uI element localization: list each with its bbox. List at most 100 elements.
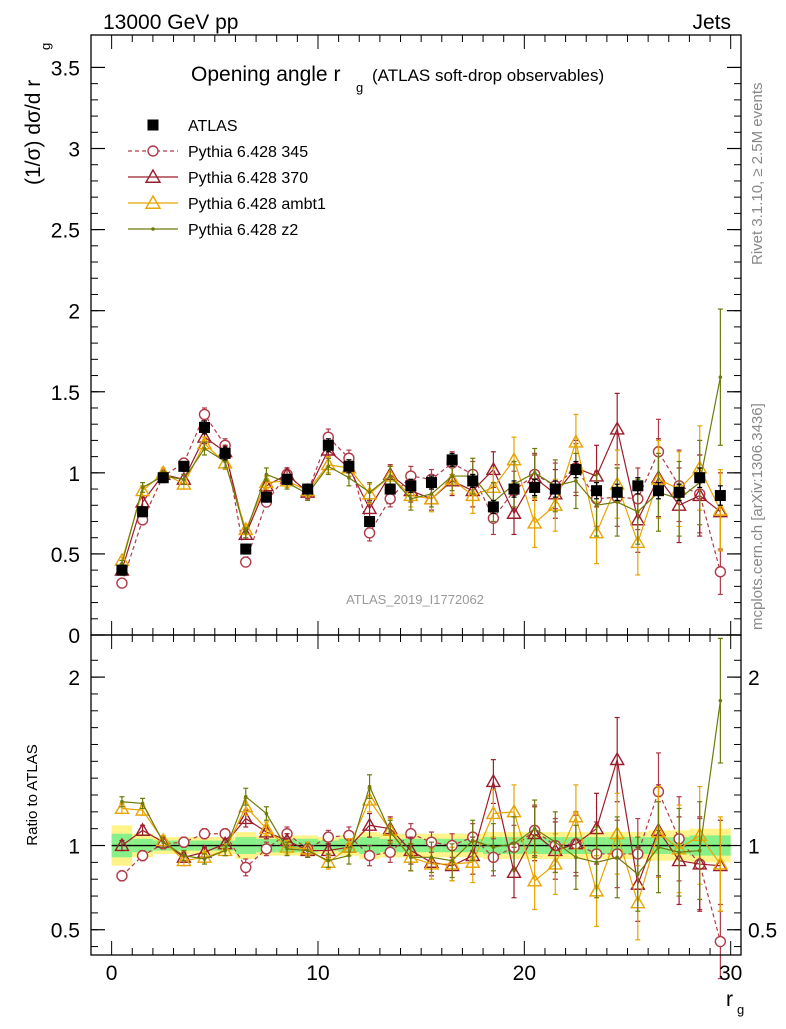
data-point	[591, 485, 603, 497]
ytick-label: 3	[68, 139, 80, 162]
data-point	[529, 481, 541, 493]
ytick-label: 1	[68, 463, 80, 486]
title-main: Opening angle r	[191, 63, 340, 86]
ytick-label: 2	[68, 301, 80, 324]
data-point	[182, 477, 186, 482]
data-point	[506, 505, 522, 519]
legend-item: Pythia 6.428 ambt1	[128, 194, 326, 213]
data-point	[120, 799, 124, 804]
series-line-1	[121, 789, 721, 942]
ytick-label: 1.5	[51, 382, 80, 405]
legend-label: Pythia 6.428 345	[188, 144, 308, 161]
analysis-label: ATLAS_2019_I1772062	[346, 592, 484, 607]
title-tail: (ATLAS soft-drop observables)	[372, 66, 604, 85]
ratio-ticks: 0.5 0.51 12 20 10 20 30	[51, 635, 777, 985]
header-left: 13000 GeV pp	[103, 11, 238, 34]
data-point	[568, 434, 584, 448]
data-point	[506, 864, 522, 879]
data-point	[136, 849, 149, 862]
data-point	[718, 375, 723, 379]
legend-label: ATLAS	[188, 118, 238, 135]
data-point	[425, 477, 437, 489]
series-line-4	[121, 700, 721, 876]
data-point	[347, 853, 351, 858]
legend: ATLAS Pythia 6.428 345 Pythia 6.428 370 Pyt…	[128, 118, 326, 239]
data-point	[361, 817, 378, 831]
data-point	[450, 858, 454, 863]
ytick-label: 2.5	[51, 220, 80, 243]
legend-label: Pythia 6.428 ambt1	[188, 196, 326, 213]
data-point	[176, 852, 192, 867]
data-point	[594, 860, 599, 865]
data-point	[465, 487, 481, 502]
data-point	[609, 421, 625, 435]
series-line-2	[121, 759, 721, 887]
data-point	[485, 805, 502, 820]
data-point	[302, 483, 314, 495]
data-point	[116, 577, 128, 589]
data-point	[260, 491, 272, 503]
data-point	[636, 509, 640, 514]
legend-marker	[147, 119, 159, 131]
data-point	[694, 472, 706, 484]
data-point	[176, 476, 192, 490]
legend-item: Pythia 6.428 z2	[128, 222, 298, 239]
data-point	[574, 479, 578, 483]
main-title: Opening angle r g (ATLAS soft-drop obser…	[191, 63, 604, 95]
data-point	[264, 472, 269, 477]
ytick-label: 0.5	[51, 544, 80, 567]
data-point	[285, 847, 289, 851]
data-point	[198, 421, 210, 433]
ratio-series	[114, 637, 729, 980]
data-point	[116, 564, 128, 576]
data-point	[326, 858, 331, 863]
data-point	[574, 855, 578, 860]
data-point	[264, 811, 269, 816]
data-point	[570, 464, 582, 476]
data-point	[367, 490, 372, 495]
data-point	[361, 500, 378, 515]
data-point	[178, 460, 190, 472]
data-point	[485, 773, 502, 788]
data-point	[384, 846, 396, 858]
ytick-label-right: 2	[748, 667, 760, 690]
series-2	[114, 716, 729, 922]
data-point	[714, 490, 726, 502]
xtick-label: 10	[306, 962, 329, 985]
legend-label: Pythia 6.428 z2	[188, 222, 298, 239]
data-point	[243, 531, 248, 535]
data-point	[712, 856, 729, 870]
data-point	[526, 872, 543, 887]
xtick-label: 20	[513, 962, 536, 985]
data-point	[322, 831, 335, 843]
data-point	[326, 464, 331, 469]
data-point	[137, 506, 149, 518]
xtick-label: 30	[719, 962, 742, 985]
data-point	[588, 524, 605, 539]
data-point	[611, 486, 623, 498]
series-4	[119, 637, 723, 912]
data-point	[656, 845, 661, 850]
data-point	[120, 561, 124, 566]
data-point	[384, 493, 396, 505]
data-point	[202, 446, 207, 451]
ytick-label: 1	[68, 836, 80, 859]
xlabel: r g	[726, 988, 744, 1017]
data-point	[238, 810, 254, 825]
data-point	[409, 855, 413, 860]
ylabel-main: (1/σ) dσ/d r	[22, 80, 45, 185]
ytick-label-right: 0.5	[748, 920, 777, 943]
legend-marker	[151, 227, 155, 231]
data-point	[677, 850, 681, 855]
data-point	[384, 483, 396, 495]
data-point	[305, 848, 310, 853]
data-point	[549, 483, 561, 495]
legend-marker	[144, 194, 162, 209]
main-ticks: 0 0.5 1 1.5 2 2.5 3 3.5	[51, 35, 741, 648]
data-point	[258, 820, 275, 835]
data-point	[202, 857, 207, 861]
ytick-label-right: 1	[748, 836, 760, 859]
legend-item: Pythia 6.428 345	[128, 144, 308, 161]
ytick-label: 0.5	[51, 920, 80, 943]
